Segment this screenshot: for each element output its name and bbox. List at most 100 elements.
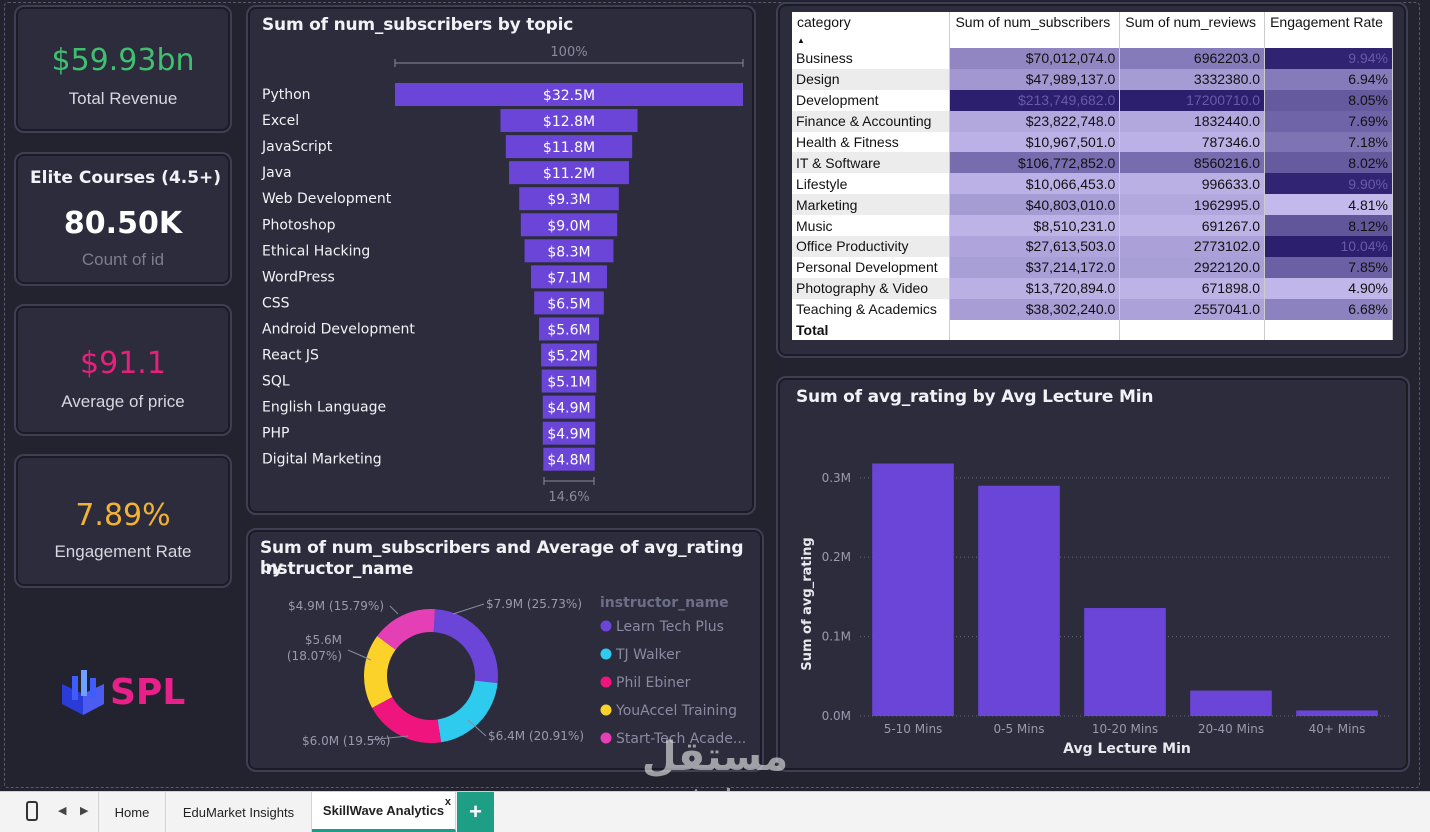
phone-layout-icon[interactable] (26, 801, 38, 821)
funnel-category-label: JavaScript (261, 139, 333, 155)
tab-skillwave-analytics[interactable]: SkillWave Analytics x (312, 792, 456, 832)
funnel-bar-value: $5.6M (547, 322, 590, 338)
lecture-bar[interactable] (978, 486, 1060, 716)
y-tick-label: 0.3M (822, 471, 851, 485)
donut-slice[interactable] (364, 636, 396, 708)
funnel-category-label: Ethical Hacking (262, 243, 370, 259)
lecture-bar[interactable] (1190, 691, 1272, 716)
legend-item[interactable]: Phil Ebiner (616, 675, 691, 691)
cell-reviews: 671898.0 (1120, 278, 1265, 299)
donut-slice-label: $6.0M (19.5%) (302, 734, 390, 748)
cell-category: Music (792, 215, 950, 236)
funnel-bar-value: $5.1M (547, 375, 590, 391)
chevron-right-icon[interactable]: ▶ (80, 804, 88, 817)
table-row[interactable]: Design $47,989,137.0 3332380.0 6.94% (792, 69, 1393, 90)
column-header-engagement[interactable]: Engagement Rate (1265, 12, 1393, 48)
tab-home[interactable]: Home (98, 792, 166, 832)
cell-subscribers: $40,803,010.0 (950, 194, 1120, 215)
chevron-left-icon[interactable]: ◀ (58, 804, 66, 817)
funnel-category-label: CSS (262, 295, 290, 311)
kpi-label: Count of id (16, 250, 230, 270)
lecture-bar[interactable] (872, 464, 954, 716)
cell-reviews: 6962203.0 (1120, 48, 1265, 69)
cell-category: Office Productivity (792, 236, 950, 257)
cell-category: Design (792, 69, 950, 90)
table-row[interactable]: Finance & Accounting $23,822,748.0 1832440… (792, 111, 1393, 132)
table-row[interactable]: IT & Software $106,772,852.0 8560216.0 8.02… (792, 152, 1393, 173)
kpi-card-engagement[interactable]: 7.89% Engagement Rate (14, 454, 232, 588)
cell-subscribers: $8,510,231.0 (950, 215, 1120, 236)
legend-item[interactable]: YouAccel Training (615, 703, 737, 719)
cell-category: Development (792, 90, 950, 111)
funnel-bar-value: $4.9M (547, 427, 590, 443)
column-header-subscribers[interactable]: Sum of num_subscribers (950, 12, 1120, 48)
cell-subscribers: $13,720,894.0 (950, 278, 1120, 299)
funnel-category-label: PHP (262, 426, 289, 442)
sort-ascending-icon[interactable]: ▲ (797, 36, 805, 45)
kpi-card-elite-courses[interactable]: Elite Courses (4.5+) 80.50K Count of id (14, 152, 232, 286)
watermark-arabic: مستقل (620, 734, 810, 780)
close-tab-icon[interactable]: x (445, 796, 451, 808)
funnel-chart[interactable]: 100% Python $32.5M Excel $12.8M JavaScript $1… (248, 41, 754, 511)
table-row[interactable]: Lifestyle $10,066,453.0 996633.0 9.90% (792, 173, 1393, 194)
table-row[interactable]: Personal Development $37,214,172.0 2922120… (792, 257, 1393, 278)
tab-label: SkillWave Analytics (323, 803, 444, 818)
cell-category: Teaching & Academics (792, 299, 950, 320)
funnel-category-label: Web Development (262, 191, 392, 207)
cell-reviews: 2773102.0 (1120, 236, 1265, 257)
funnel-category-label: Photoshop (262, 217, 336, 233)
lecture-chart-panel[interactable]: Sum of avg_rating by Avg Lecture Min 0.0… (776, 376, 1410, 772)
cell-category: Health & Fitness (792, 132, 950, 153)
table-row[interactable]: Development $213,749,682.0 17200710.0 8.05% (792, 90, 1393, 111)
legend-marker (601, 733, 612, 744)
table-row[interactable]: Music $8,510,231.0 691267.0 8.12% (792, 215, 1393, 236)
cell-subscribers: $47,989,137.0 (950, 69, 1120, 90)
cell-reviews: 2922120.0 (1120, 257, 1265, 278)
table-row[interactable]: Marketing $40,803,010.0 1962995.0 4.81% (792, 194, 1393, 215)
legend-item[interactable]: TJ Walker (615, 647, 681, 663)
cell-engagement: 8.12% (1265, 215, 1393, 236)
cell-subscribers: $37,214,172.0 (950, 257, 1120, 278)
page-tab-bar: ◀ ▶ Home EduMarket Insights SkillWave An… (0, 791, 1430, 832)
donut-slice-label: $6.4M (20.91%) (488, 729, 584, 743)
table-row[interactable]: Business $70,012,074.0 6962203.0 9.94% (792, 48, 1393, 69)
cell-subscribers: $23,822,748.0 (950, 111, 1120, 132)
funnel-bar-value: $8.3M (547, 244, 590, 260)
funnel-category-label: SQL (262, 374, 290, 390)
cell-reviews: 8560216.0 (1120, 152, 1265, 173)
kpi-value: 80.50K (16, 206, 230, 241)
table-row[interactable]: Office Productivity $27,613,503.0 2773102.… (792, 236, 1393, 257)
kpi-card-revenue[interactable]: $59.93bn Total Revenue (14, 5, 232, 133)
funnel-bar-value: $9.3M (547, 192, 590, 208)
funnel-bar-value: $9.0M (547, 218, 590, 234)
funnel-bar-value: $4.8M (547, 453, 590, 469)
cell-category: Photography & Video (792, 278, 950, 299)
lecture-bar-chart[interactable]: 0.0M 0.1M 0.2M 0.3M 5-10 Mins 0-5 Mins 10-20 … (778, 414, 1408, 764)
category-table[interactable]: category ▲ Sum of num_subscribers Sum of … (792, 12, 1393, 340)
table-row[interactable]: Health & Fitness $10,967,501.0 787346.0 7.1… (792, 132, 1393, 153)
kpi-card-price[interactable]: $91.1 Average of price (14, 304, 232, 436)
column-header-reviews[interactable]: Sum of num_reviews (1120, 12, 1265, 48)
legend-item[interactable]: Learn Tech Plus (616, 619, 724, 635)
table-row[interactable]: Teaching & Academics $38,302,240.0 2557041… (792, 299, 1393, 320)
y-tick-label: 0.1M (822, 630, 851, 644)
lecture-bar[interactable] (1084, 608, 1166, 716)
x-tick-label: 40+ Mins (1309, 722, 1366, 736)
total-cell (950, 320, 1120, 341)
kpi-label: Average of price (16, 392, 230, 412)
lecture-bar[interactable] (1296, 710, 1378, 716)
cell-subscribers: $10,967,501.0 (950, 132, 1120, 153)
funnel-bar-value: $11.2M (543, 166, 595, 182)
table-row[interactable]: Photography & Video $13,720,894.0 671898.0… (792, 278, 1393, 299)
donut-slice-label: $5.6M (305, 633, 342, 647)
funnel-bottom-label: 14.6% (548, 490, 589, 505)
chart-title-line-2: instructor_name (260, 559, 413, 579)
funnel-bar-value: $4.9M (547, 401, 590, 417)
donut-slice[interactable] (434, 609, 498, 683)
cell-reviews: 17200710.0 (1120, 90, 1265, 111)
funnel-chart-panel[interactable]: Sum of num_subscribers by topic 100% Pyt… (246, 5, 756, 515)
cell-subscribers: $213,749,682.0 (950, 90, 1120, 111)
add-page-button[interactable]: + (457, 792, 494, 832)
column-header-category[interactable]: category ▲ (792, 12, 950, 48)
tab-edumarket-insights[interactable]: EduMarket Insights (166, 792, 312, 832)
